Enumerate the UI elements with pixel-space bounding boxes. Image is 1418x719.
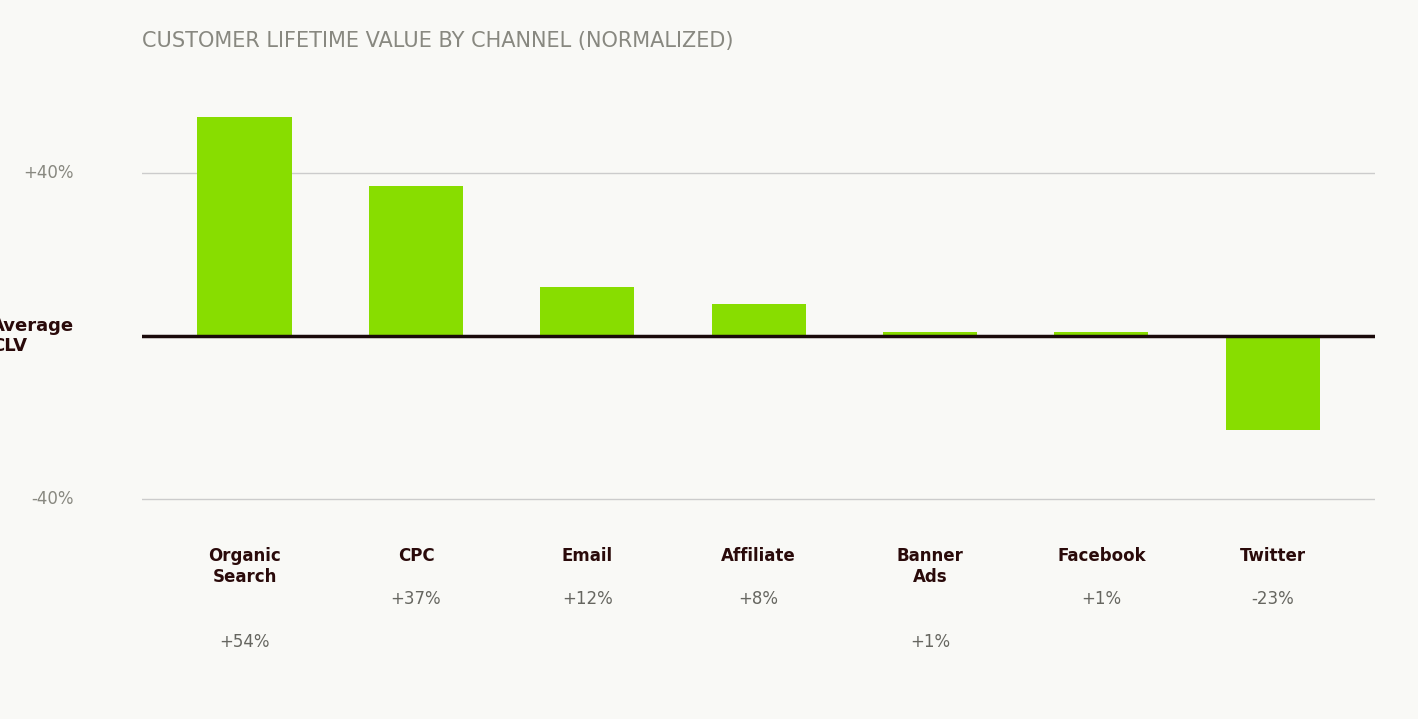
Text: CPC: CPC [397,547,434,565]
Text: -23%: -23% [1251,590,1295,608]
Bar [197,116,292,336]
Text: CUSTOMER LIFETIME VALUE BY CHANNEL (NORMALIZED): CUSTOMER LIFETIME VALUE BY CHANNEL (NORM… [142,31,733,51]
Text: +1%: +1% [910,633,950,651]
Text: Banner
Ads: Banner Ads [896,547,963,586]
Text: Twitter: Twitter [1239,547,1306,565]
Bar [1054,332,1149,336]
Text: +12%: +12% [562,590,613,608]
Bar [1225,336,1320,429]
Text: -40%: -40% [31,490,74,508]
Bar [883,332,977,336]
Text: +1%: +1% [1082,590,1122,608]
Text: Affiliate: Affiliate [722,547,795,565]
Text: Facebook: Facebook [1056,547,1146,565]
Bar [369,186,464,336]
Bar [540,288,634,336]
Text: Average
CLV: Average CLV [0,316,74,355]
Text: +37%: +37% [390,590,441,608]
Bar [712,303,805,336]
Text: +40%: +40% [24,165,74,183]
Text: Organic
Search: Organic Search [208,547,281,586]
Text: Email: Email [562,547,613,565]
Text: +8%: +8% [739,590,778,608]
Text: +54%: +54% [220,633,269,651]
